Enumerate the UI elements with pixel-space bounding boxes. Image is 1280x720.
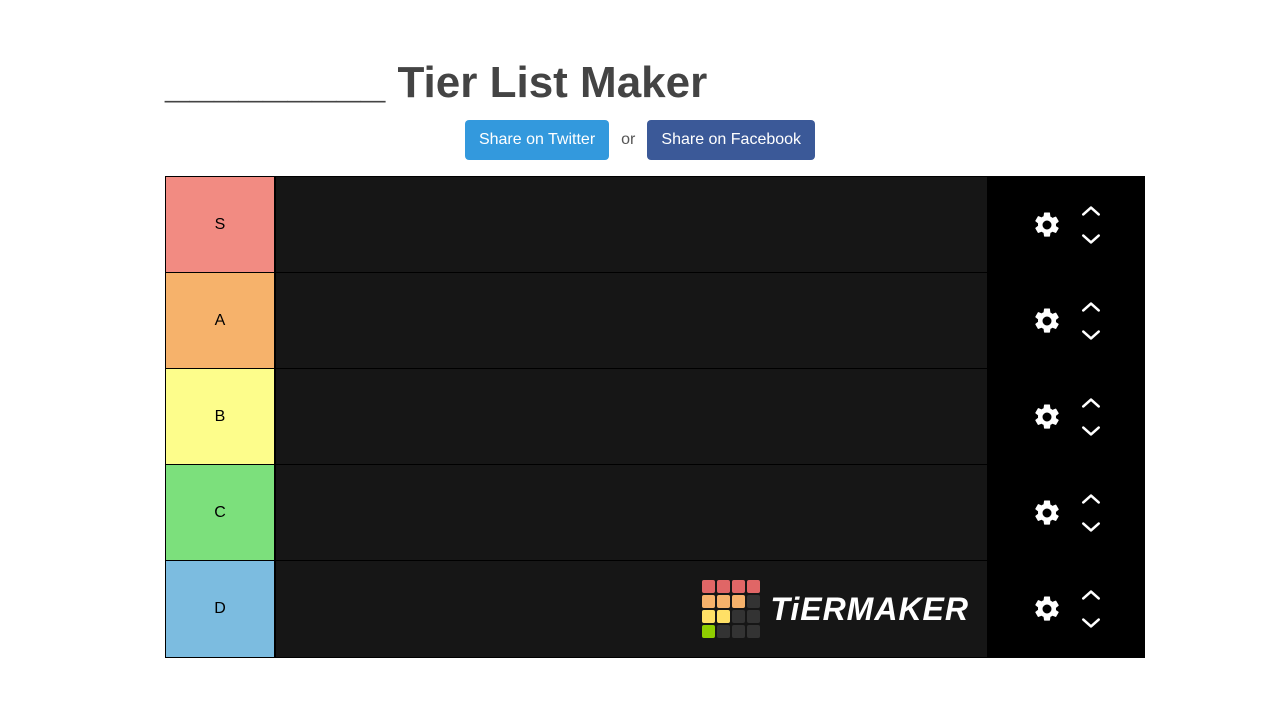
tier-label[interactable]: A: [166, 273, 276, 368]
watermark-text: TiERMAKER: [770, 591, 969, 628]
tier-controls: [989, 561, 1144, 657]
move-arrows: [1080, 396, 1102, 438]
tier-row: D TiERMAKER: [166, 561, 1144, 657]
tier-controls: [989, 273, 1144, 368]
chevron-up-icon[interactable]: [1080, 492, 1102, 506]
tier-row: S: [166, 177, 1144, 273]
chevron-up-icon[interactable]: [1080, 204, 1102, 218]
or-text: or: [621, 131, 635, 149]
tier-row: A: [166, 273, 1144, 369]
tier-controls: [989, 369, 1144, 464]
gear-icon[interactable]: [1032, 210, 1062, 240]
chevron-down-icon[interactable]: [1080, 520, 1102, 534]
chevron-down-icon[interactable]: [1080, 424, 1102, 438]
gear-icon[interactable]: [1032, 498, 1062, 528]
watermark-logo-icon: [702, 580, 760, 638]
tier-controls: [989, 177, 1144, 272]
tier-dropzone[interactable]: [276, 273, 989, 368]
move-arrows: [1080, 204, 1102, 246]
share-row: Share on Twitter or Share on Facebook: [0, 120, 1280, 160]
chevron-down-icon[interactable]: [1080, 232, 1102, 246]
page-title: _________ Tier List Maker: [165, 58, 707, 108]
move-arrows: [1080, 300, 1102, 342]
tier-label[interactable]: C: [166, 465, 276, 560]
tier-label[interactable]: S: [166, 177, 276, 272]
tiermaker-watermark: TiERMAKER: [702, 580, 969, 638]
tier-row: C: [166, 465, 1144, 561]
tier-dropzone[interactable]: [276, 465, 989, 560]
tier-dropzone[interactable]: [276, 369, 989, 464]
move-arrows: [1080, 492, 1102, 534]
chevron-up-icon[interactable]: [1080, 300, 1102, 314]
tier-controls: [989, 465, 1144, 560]
tier-dropzone[interactable]: [276, 177, 989, 272]
move-arrows: [1080, 588, 1102, 630]
share-facebook-button[interactable]: Share on Facebook: [647, 120, 815, 160]
page: _________ Tier List Maker Share on Twitt…: [0, 0, 1280, 720]
gear-icon[interactable]: [1032, 594, 1062, 624]
tier-row: B: [166, 369, 1144, 465]
chevron-down-icon[interactable]: [1080, 328, 1102, 342]
chevron-down-icon[interactable]: [1080, 616, 1102, 630]
share-twitter-button[interactable]: Share on Twitter: [465, 120, 609, 160]
tier-label[interactable]: D: [166, 561, 276, 657]
chevron-up-icon[interactable]: [1080, 396, 1102, 410]
gear-icon[interactable]: [1032, 402, 1062, 432]
tier-list: SABCD TiERMAKER: [165, 176, 1145, 658]
tier-dropzone[interactable]: TiERMAKER: [276, 561, 989, 657]
gear-icon[interactable]: [1032, 306, 1062, 336]
tier-label[interactable]: B: [166, 369, 276, 464]
chevron-up-icon[interactable]: [1080, 588, 1102, 602]
